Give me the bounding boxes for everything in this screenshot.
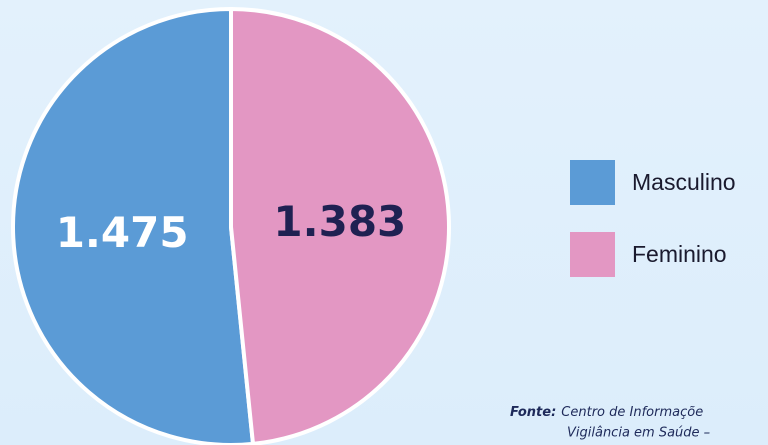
pie-slice (11, 6, 256, 445)
legend-label: Feminino (632, 241, 727, 267)
source-line: Centro de Informaçõe (561, 405, 703, 420)
legend-swatch (570, 232, 615, 277)
legend-swatch (570, 160, 615, 205)
source-label: Fonte: (510, 405, 556, 420)
source: Fonte: Centro de Informaçõe (510, 405, 703, 420)
legend-label: Masculino (632, 169, 736, 195)
value-label: 1.383 (273, 197, 406, 246)
source-line: Vigilância em Saúde – (567, 426, 710, 441)
value-label: 1.475 (56, 208, 189, 257)
pie-slice (229, 6, 451, 445)
